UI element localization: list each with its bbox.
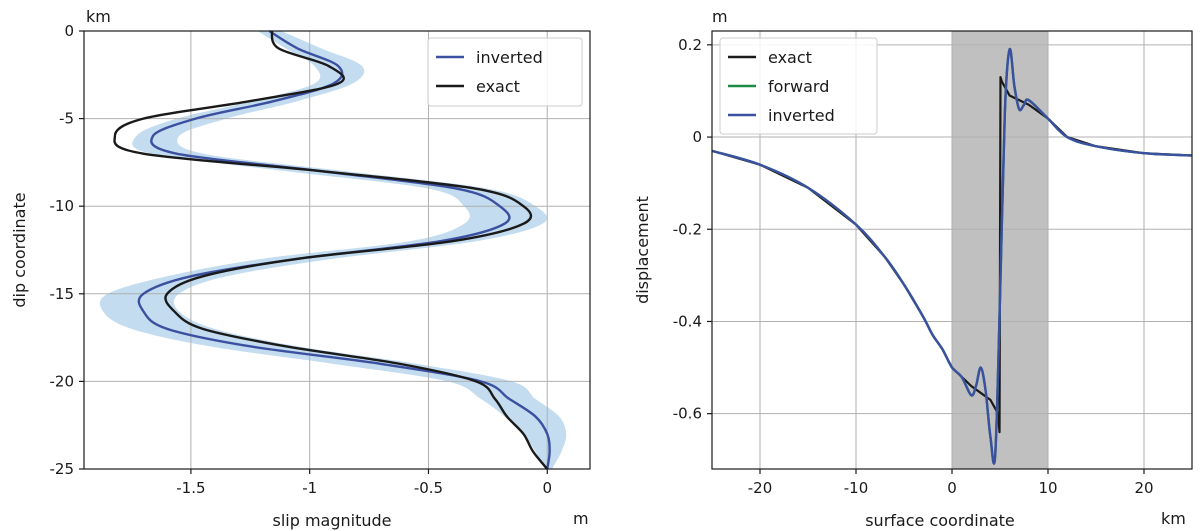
x-tick-label: -0.5 xyxy=(414,479,443,497)
y-tick-label: -5 xyxy=(59,110,74,128)
y-tick-label: -10 xyxy=(50,197,75,215)
y-tick-label: -0.4 xyxy=(673,312,702,330)
legend-label-inverted: inverted xyxy=(768,106,835,125)
x-tick-label: -1 xyxy=(302,479,317,497)
slip-y-axis-label: dip coordinate xyxy=(10,192,29,307)
slip-series xyxy=(113,29,551,470)
slip-legend: inverted exact xyxy=(427,37,583,107)
y-tick-label: 0.2 xyxy=(678,36,702,54)
uncertainty-band xyxy=(99,31,567,469)
y-tick-label: 0 xyxy=(64,22,74,40)
displacement-x-unit: km xyxy=(1161,509,1186,528)
x-tick-label: 20 xyxy=(1134,479,1153,497)
displacement-series xyxy=(711,48,1193,465)
displacement-y-ticks: 0.2 0 -0.2 -0.4 -0.6 xyxy=(673,36,712,423)
y-tick-label: -15 xyxy=(50,285,75,303)
displacement-y-axis-label: displacement xyxy=(633,196,652,304)
displacement-x-axis-label: surface coordinate xyxy=(865,511,1015,530)
x-tick-label: -20 xyxy=(748,479,773,497)
slip-x-ticks: -1.5 -1 -0.5 0 xyxy=(176,469,552,497)
legend-label-exact: exact xyxy=(768,48,812,67)
slip-panel: -1.5 -1 -0.5 0 0 -5 -10 -15 -20 -25 slip magnitu… xyxy=(10,7,591,530)
x-tick-label: -1.5 xyxy=(176,479,205,497)
x-tick-label: 0 xyxy=(542,479,552,497)
slip-x-axis-label: slip magnitude xyxy=(272,511,391,530)
displacement-y-unit: m xyxy=(712,7,728,26)
displacement-panel: -20 -10 0 10 20 0.2 0 -0.2 -0.4 -0.6 surface coo… xyxy=(633,7,1193,530)
slip-uncertainty-band xyxy=(99,31,567,469)
y-tick-label: -20 xyxy=(50,372,75,390)
series-line-exact xyxy=(113,30,549,470)
x-tick-label: 10 xyxy=(1038,479,1057,497)
series-line-inverted xyxy=(711,48,1193,465)
legend-label-forward: forward xyxy=(768,77,829,96)
displacement-grid xyxy=(712,31,1192,469)
legend-label-inverted: inverted xyxy=(476,48,543,67)
displacement-x-ticks: -20 -10 0 10 20 xyxy=(748,469,1154,497)
slip-y-ticks: 0 -5 -10 -15 -20 -25 xyxy=(50,22,84,478)
x-tick-label: -10 xyxy=(844,479,869,497)
displacement-legend: exact forward inverted xyxy=(719,37,878,135)
x-tick-label: 0 xyxy=(947,479,957,497)
slip-legend-box xyxy=(427,37,583,107)
y-tick-label: -0.6 xyxy=(673,405,702,423)
y-tick-label: -25 xyxy=(50,460,75,478)
displacement-legend-box xyxy=(719,37,878,135)
y-tick-label: 0 xyxy=(692,128,702,146)
legend-label-exact: exact xyxy=(476,77,520,96)
slip-plot-frame xyxy=(83,30,591,470)
y-tick-label: -0.2 xyxy=(673,220,702,238)
slip-x-unit: m xyxy=(573,509,589,528)
slip-y-unit: km xyxy=(86,7,111,26)
